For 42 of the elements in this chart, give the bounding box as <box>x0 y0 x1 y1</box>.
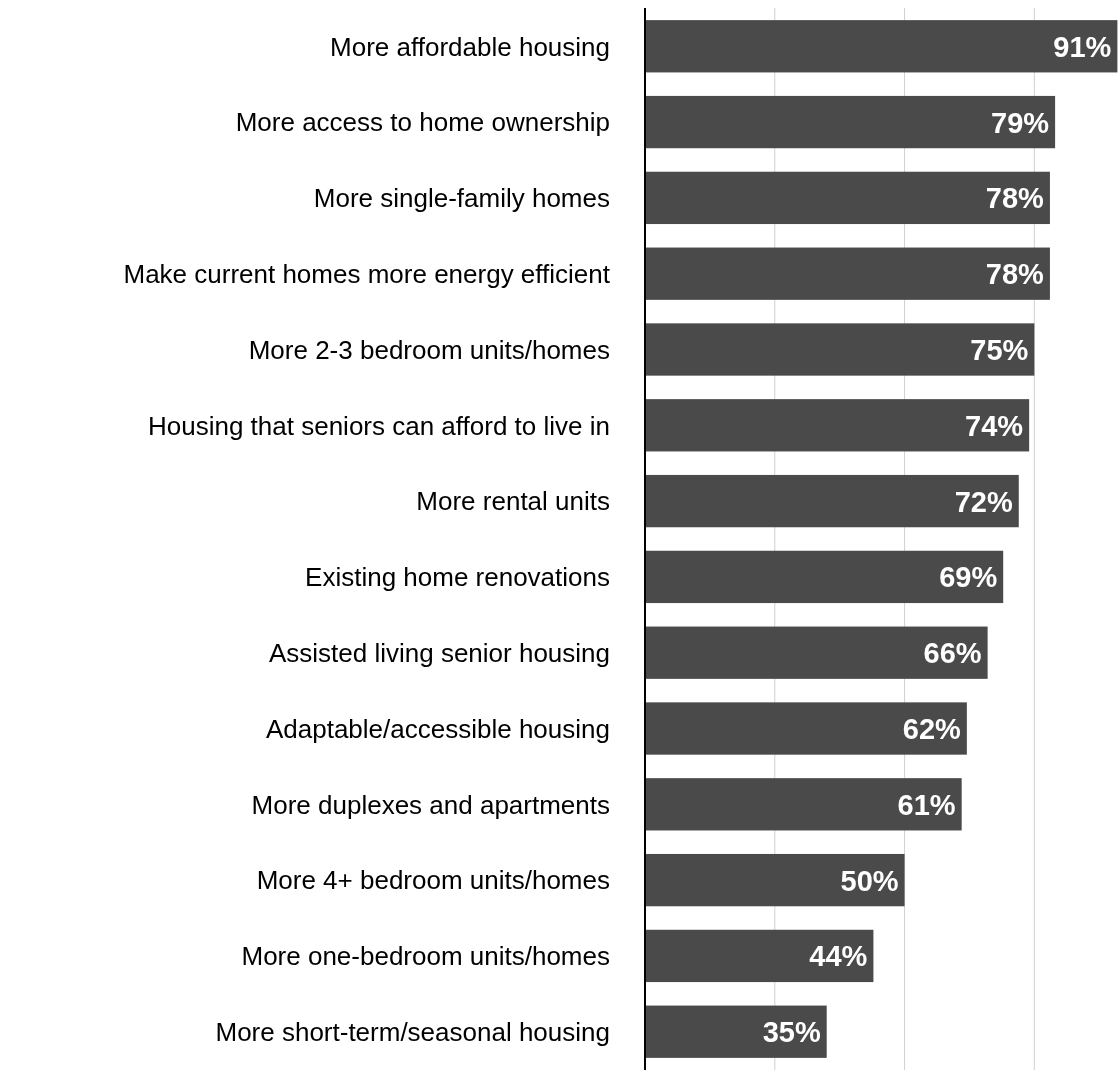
y-tick-label: More short-term/seasonal housing <box>215 1017 610 1048</box>
y-tick-label: More rental units <box>416 486 610 517</box>
bar <box>645 247 1050 300</box>
y-tick-label: More access to home ownership <box>235 107 610 138</box>
data-label: 69% <box>939 561 998 594</box>
data-label: 44% <box>809 940 868 973</box>
data-label: 79% <box>991 106 1050 139</box>
bar <box>645 95 1056 149</box>
bar <box>645 853 905 907</box>
y-tick-label: More 2-3 bedroom units/homes <box>248 334 610 365</box>
bar <box>645 626 988 679</box>
y-tick-label: Existing home renovations <box>305 562 610 593</box>
bar <box>645 171 1050 225</box>
y-tick-label: More single-family homes <box>313 183 610 214</box>
data-label: 78% <box>985 182 1045 215</box>
y-tick-label: More affordable housing <box>330 31 610 62</box>
y-tick-label: Housing that seniors can afford to live in <box>147 410 610 441</box>
y-tick-label: More one-bedroom units/homes <box>241 941 610 972</box>
data-label: 61% <box>897 788 956 821</box>
data-label: 66% <box>923 637 982 670</box>
bar <box>645 702 967 755</box>
bar <box>645 474 1019 528</box>
data-label: 75% <box>970 333 1029 366</box>
bar <box>645 929 874 983</box>
bar <box>645 778 962 831</box>
data-label: 62% <box>902 712 962 745</box>
y-tick-label: Adaptable/accessible housing <box>265 713 610 744</box>
data-label: 74% <box>965 409 1024 442</box>
data-label: 50% <box>840 864 899 897</box>
bar <box>645 1005 827 1058</box>
data-label: 91% <box>1053 30 1112 63</box>
bar <box>645 323 1035 376</box>
y-tick-label: More 4+ bedroom units/homes <box>256 865 610 896</box>
y-tick-label: Assisted living senior housing <box>268 638 610 669</box>
data-label: 35% <box>762 1016 821 1049</box>
bar <box>645 550 1004 604</box>
data-label: 78% <box>985 258 1045 291</box>
y-tick-label: Make current homes more energy efficient <box>123 259 611 290</box>
data-label: 72% <box>954 485 1013 518</box>
bar <box>645 20 1118 73</box>
y-tick-label: More duplexes and apartments <box>251 789 610 820</box>
bar <box>645 399 1030 452</box>
